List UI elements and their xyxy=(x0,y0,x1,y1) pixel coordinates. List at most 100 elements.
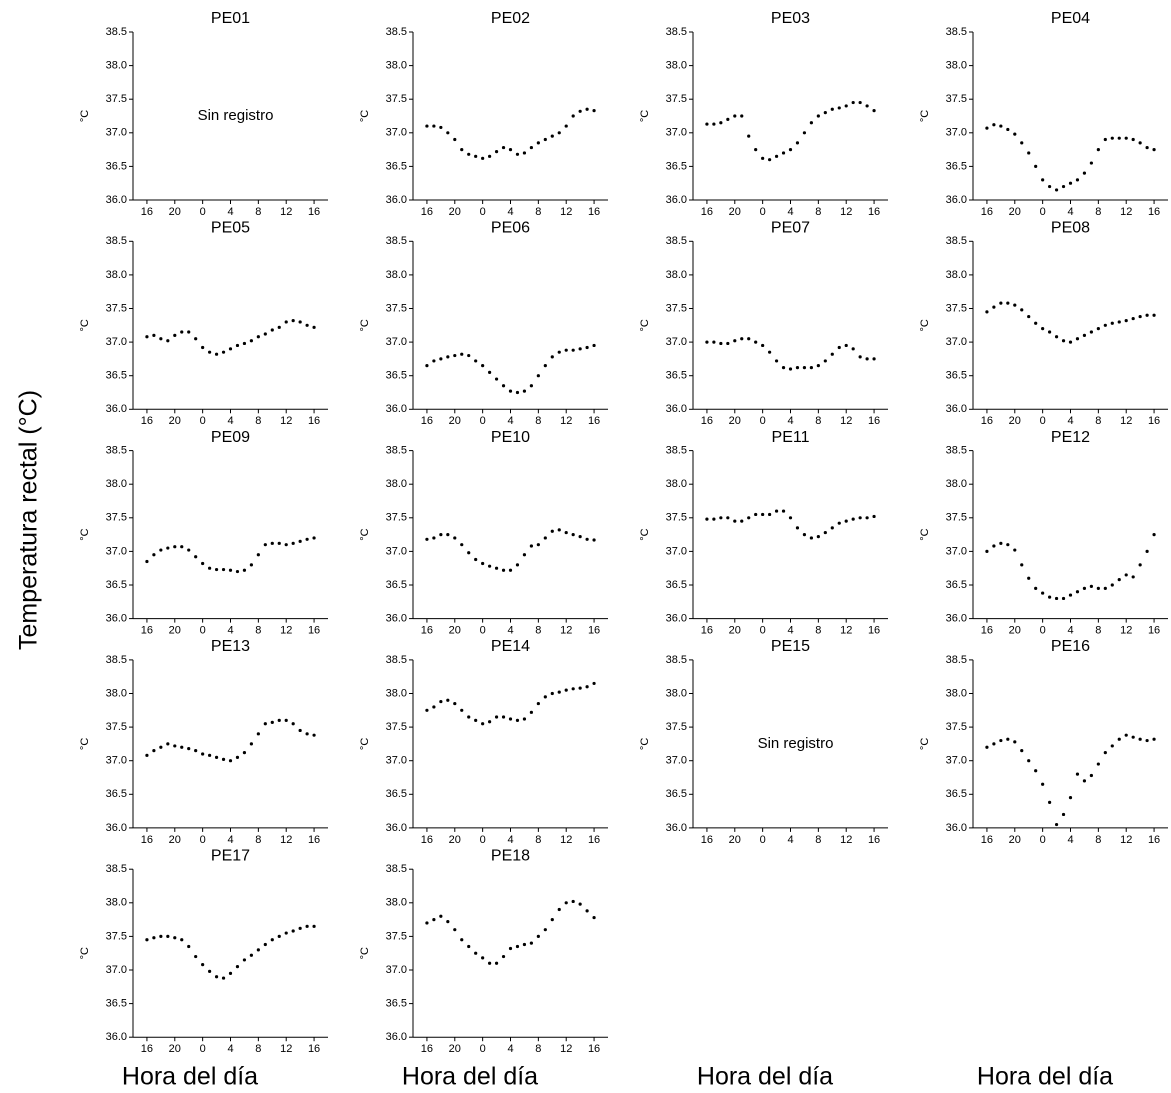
y-tick-label: 37.5 xyxy=(666,93,687,105)
data-point xyxy=(291,541,295,545)
x-tick-label: 16 xyxy=(308,1043,320,1055)
y-tick-label: 37.0 xyxy=(946,336,967,348)
data-point xyxy=(194,954,198,959)
data-point xyxy=(1034,586,1038,590)
data-point xyxy=(446,533,450,537)
y-tick-label: 36.5 xyxy=(386,579,407,591)
data-point xyxy=(705,517,709,521)
data-point xyxy=(249,339,253,343)
x-tick-label: 4 xyxy=(1067,625,1073,637)
x-tick-label: 0 xyxy=(200,415,206,427)
data-point xyxy=(809,121,813,125)
data-point xyxy=(1124,136,1128,140)
data-point xyxy=(536,141,540,145)
data-point xyxy=(474,359,478,363)
data-point xyxy=(494,715,499,719)
data-point xyxy=(1082,333,1087,337)
data-point xyxy=(585,685,589,689)
panel-title: PE16 xyxy=(1051,638,1090,655)
x-tick-label: 4 xyxy=(787,625,793,637)
x-tick-label: 4 xyxy=(507,1043,513,1055)
data-point xyxy=(858,516,862,520)
y-tick-label: 37.0 xyxy=(946,127,967,139)
data-point xyxy=(180,330,184,334)
data-point xyxy=(1089,161,1093,165)
data-point xyxy=(522,389,527,393)
data-point xyxy=(1131,316,1135,321)
data-point xyxy=(173,545,177,549)
x-tick-label: 4 xyxy=(787,206,793,218)
data-point xyxy=(1061,596,1066,601)
data-point xyxy=(173,744,177,748)
data-point xyxy=(543,137,547,142)
data-point xyxy=(1020,563,1024,567)
y-tick-label: 37.5 xyxy=(946,93,967,105)
data-point xyxy=(1089,584,1093,588)
y-axis-label: °C xyxy=(639,738,651,750)
data-point xyxy=(747,337,751,341)
data-point xyxy=(865,516,869,520)
y-tick-label: 38.0 xyxy=(386,897,407,909)
data-point xyxy=(284,320,288,324)
data-point xyxy=(214,975,219,979)
y-tick-label: 38.5 xyxy=(386,235,407,247)
data-point xyxy=(999,124,1003,128)
data-point xyxy=(571,533,575,537)
data-point xyxy=(550,134,554,138)
x-tick-label: 20 xyxy=(449,834,461,846)
data-point xyxy=(816,114,820,118)
y-tick-label: 36.5 xyxy=(666,579,687,591)
x-tick-label: 16 xyxy=(1148,625,1160,637)
data-point xyxy=(312,733,316,737)
data-point xyxy=(578,902,582,906)
x-axis-label: Hora del día xyxy=(977,1063,1113,1091)
x-tick-label: 16 xyxy=(421,415,433,427)
y-tick-label: 37.5 xyxy=(106,930,127,942)
data-point xyxy=(712,122,716,126)
y-tick-label: 37.5 xyxy=(386,512,407,524)
data-point xyxy=(1131,575,1135,579)
y-axis-label: °C xyxy=(79,110,91,122)
data-point xyxy=(768,158,772,162)
y-tick-label: 37.5 xyxy=(106,512,127,524)
x-tick-label: 20 xyxy=(1009,625,1021,637)
data-point xyxy=(1110,321,1114,325)
x-axis-label: Hora del día xyxy=(122,1063,258,1091)
data-point xyxy=(312,924,316,928)
data-point xyxy=(522,553,527,557)
data-point xyxy=(298,539,302,543)
data-point xyxy=(432,124,436,128)
data-point xyxy=(228,568,233,572)
data-point xyxy=(425,124,429,128)
y-axis-label: °C xyxy=(919,110,931,122)
data-point xyxy=(508,148,513,152)
data-point xyxy=(529,544,533,548)
x-tick-label: 8 xyxy=(535,834,541,846)
data-point xyxy=(515,152,520,156)
panel-title: PE01 xyxy=(211,10,250,27)
y-tick-label: 37.5 xyxy=(386,930,407,942)
data-point xyxy=(1027,759,1031,763)
data-point xyxy=(1145,145,1149,150)
data-point xyxy=(788,516,793,520)
data-point xyxy=(1138,563,1142,567)
data-point xyxy=(1082,586,1087,590)
data-point xyxy=(488,370,492,374)
x-tick-label: 16 xyxy=(421,1043,433,1055)
data-point xyxy=(543,364,547,368)
x-tick-label: 0 xyxy=(1040,206,1046,218)
y-tick-label: 38.0 xyxy=(386,687,407,699)
data-point xyxy=(453,536,457,540)
x-tick-label: 4 xyxy=(227,1043,233,1055)
y-tick-label: 37.0 xyxy=(666,336,687,348)
y-tick-label: 38.5 xyxy=(106,235,127,247)
data-point xyxy=(768,512,772,517)
x-axis-label: Hora del día xyxy=(697,1063,833,1091)
x-tick-label: 0 xyxy=(480,415,486,427)
y-axis-label: °C xyxy=(919,319,931,331)
data-point xyxy=(985,549,989,554)
data-point xyxy=(851,347,855,351)
data-point xyxy=(508,389,513,393)
y-tick-label: 37.5 xyxy=(106,302,127,314)
data-point xyxy=(1096,586,1100,590)
